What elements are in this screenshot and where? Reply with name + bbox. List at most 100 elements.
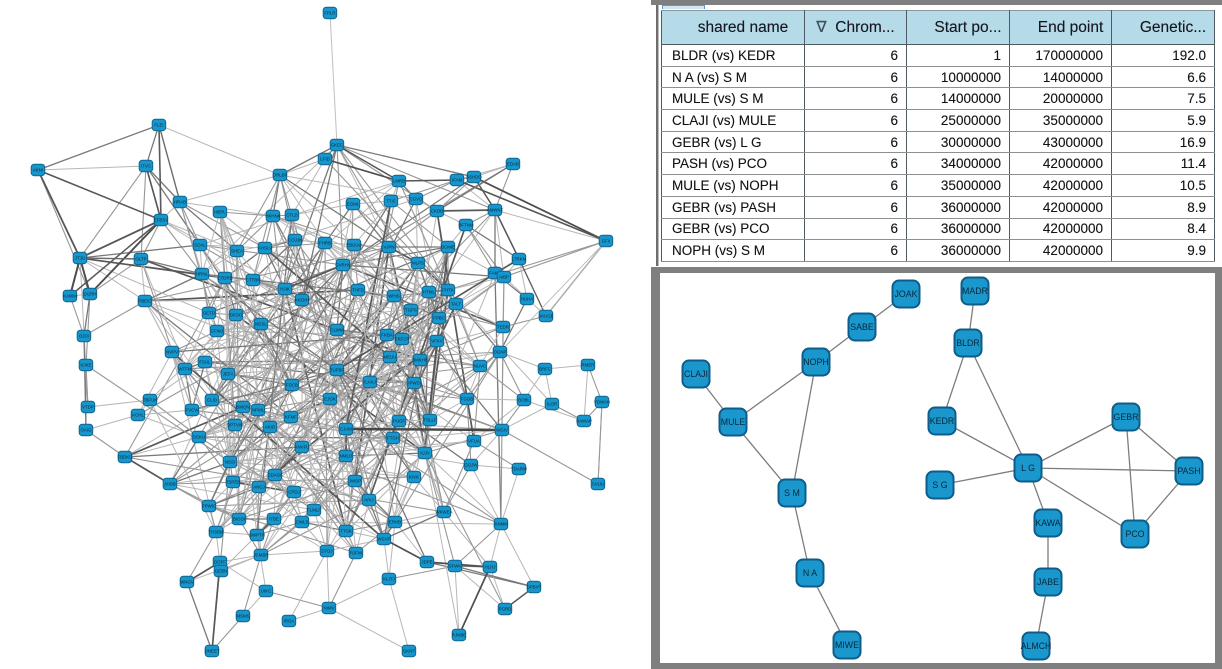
- svg-text:TGPS: TGPS: [405, 308, 417, 313]
- svg-text:CWLS: CWLS: [296, 520, 309, 525]
- svg-text:OAIG: OAIG: [81, 428, 93, 433]
- svg-text:JINMM: JINMM: [494, 522, 508, 527]
- svg-text:SVUU: SVUU: [592, 482, 604, 487]
- svg-text:BFTNM: BFTNM: [458, 223, 473, 228]
- svg-text:NVPV: NVPV: [166, 350, 178, 355]
- svg-text:MIWE: MIWE: [835, 640, 859, 650]
- svg-text:MEUU: MEUU: [384, 355, 397, 360]
- svg-text:BCIME: BCIME: [441, 245, 455, 250]
- svg-text:VDWAH: VDWAH: [594, 400, 610, 405]
- svg-text:TDARW: TDARW: [511, 467, 528, 472]
- svg-text:NUVC: NUVC: [474, 364, 486, 369]
- svg-text:BOBL: BOBL: [518, 398, 530, 403]
- svg-text:FHTK: FHTK: [442, 288, 454, 293]
- svg-text:RMER: RMER: [582, 363, 595, 368]
- svg-text:SHEA: SHEA: [231, 249, 243, 254]
- svg-text:AIBP: AIBP: [499, 275, 509, 280]
- svg-text:COJJK: COJJK: [288, 238, 302, 243]
- svg-text:KLITJ: KLITJ: [383, 577, 394, 582]
- svg-text:SWPTH: SWPTH: [249, 533, 265, 538]
- svg-text:UIKC: UIKC: [261, 589, 272, 594]
- svg-text:PPWIC: PPWIC: [202, 504, 216, 509]
- svg-text:KIVK: KIVK: [409, 475, 419, 480]
- svg-text:BIOOI: BIOOI: [233, 517, 245, 522]
- svg-text:TALT: TALT: [451, 302, 461, 307]
- svg-text:JABE: JABE: [1037, 577, 1059, 587]
- svg-text:MADR: MADR: [962, 286, 988, 296]
- svg-text:FPBC: FPBC: [433, 316, 445, 321]
- svg-text:S M: S M: [784, 488, 800, 498]
- svg-text:KKOIH: KKOIH: [295, 298, 309, 303]
- svg-text:NPML: NPML: [252, 408, 265, 413]
- svg-text:FPLR: FPLR: [324, 11, 335, 16]
- svg-text:VFKV: VFKV: [431, 339, 443, 344]
- svg-text:SCKU: SCKU: [193, 435, 205, 440]
- svg-text:HUHA: HUHA: [521, 297, 534, 302]
- svg-text:NDSL: NDSL: [255, 322, 267, 327]
- svg-text:AMWNF: AMWNF: [487, 208, 504, 213]
- svg-text:BMKHB: BMKHB: [412, 358, 428, 363]
- svg-text:EBUUU: EBUUU: [346, 243, 361, 248]
- svg-text:DOFF: DOFF: [214, 560, 226, 565]
- svg-text:VTDP: VTDP: [82, 405, 94, 410]
- svg-text:DNEET: DNEET: [205, 649, 220, 654]
- svg-text:KAWA: KAWA: [1035, 518, 1060, 528]
- svg-text:SFWK: SFWK: [449, 564, 462, 569]
- svg-text:FSUL: FSUL: [199, 360, 211, 365]
- svg-text:HTML: HTML: [423, 290, 436, 295]
- svg-text:DGRH: DGRH: [84, 292, 97, 297]
- svg-text:SABE: SABE: [850, 322, 874, 332]
- svg-text:ILAKJ: ILAKJ: [364, 380, 376, 385]
- svg-text:PCO: PCO: [1125, 529, 1144, 539]
- svg-text:JDPE: JDPE: [421, 560, 432, 565]
- svg-text:DTDJ: DTDJ: [321, 549, 332, 554]
- svg-text:WHIS: WHIS: [388, 294, 400, 299]
- svg-text:TBFUK: TBFUK: [143, 398, 157, 403]
- svg-text:FLEI: FLEI: [154, 123, 163, 128]
- svg-text:PBEIC: PBEIC: [138, 299, 151, 304]
- svg-text:FHRB: FHRB: [319, 241, 331, 246]
- svg-text:KEDR: KEDR: [930, 416, 954, 426]
- svg-text:IPWD: IPWD: [408, 381, 419, 386]
- svg-text:EKFCP: EKFCP: [395, 337, 410, 342]
- svg-text:CJAM: CJAM: [340, 427, 352, 432]
- svg-text:HRAB: HRAB: [174, 200, 186, 205]
- svg-text:FKBA: FKBA: [381, 333, 393, 338]
- svg-text:FVCW: FVCW: [186, 408, 200, 413]
- svg-text:IVVJ: IVVJ: [364, 498, 373, 503]
- svg-text:EGML: EGML: [347, 202, 360, 207]
- svg-text:BLDR: BLDR: [956, 338, 979, 348]
- svg-text:JCMBR: JCMBR: [253, 553, 268, 558]
- svg-text:DPBVT: DPBVT: [527, 585, 542, 590]
- svg-text:PGRD: PGRD: [499, 607, 512, 612]
- svg-text:KFMF: KFMF: [285, 415, 297, 420]
- svg-text:HRNL: HRNL: [196, 272, 209, 277]
- svg-text:LFID: LFID: [320, 157, 330, 162]
- svg-text:LTRKM: LTRKM: [512, 257, 527, 262]
- svg-text:TUPBF: TUPBF: [330, 368, 345, 373]
- svg-text:CLID: CLID: [207, 398, 217, 403]
- svg-text:KAWM: KAWM: [63, 294, 77, 299]
- svg-text:THFD: THFD: [352, 288, 364, 293]
- svg-text:FAKU: FAKU: [489, 271, 500, 276]
- svg-text:PASH: PASH: [1177, 466, 1200, 476]
- svg-text:GOJW: GOJW: [464, 463, 478, 468]
- svg-text:TEDR: TEDR: [497, 325, 509, 330]
- svg-text:TTGK: TTGK: [340, 529, 352, 534]
- svg-text:ANCJ: ANCJ: [253, 485, 264, 490]
- svg-text:NSSI: NSSI: [225, 460, 235, 465]
- svg-text:ERHB: ERHB: [389, 520, 401, 525]
- svg-text:GDAGF: GDAGF: [267, 473, 283, 478]
- svg-text:TSLLF: TSLLF: [423, 418, 436, 423]
- svg-text:CTDRE: CTDRE: [217, 276, 232, 281]
- svg-text:JEFA: JEFA: [223, 372, 234, 377]
- svg-text:IROA: IROA: [284, 619, 295, 624]
- svg-text:GEBR: GEBR: [1114, 412, 1139, 422]
- svg-text:FBDKG: FBDKG: [117, 455, 133, 460]
- svg-text:FTGH: FTGH: [387, 436, 399, 441]
- svg-text:CGVO: CGVO: [410, 197, 424, 202]
- svg-text:HJIK: HJIK: [280, 287, 290, 292]
- svg-text:EFBSV: EFBSV: [154, 218, 168, 223]
- svg-text:KJKE: KJKE: [81, 363, 92, 368]
- svg-text:BRFC: BRFC: [539, 367, 551, 372]
